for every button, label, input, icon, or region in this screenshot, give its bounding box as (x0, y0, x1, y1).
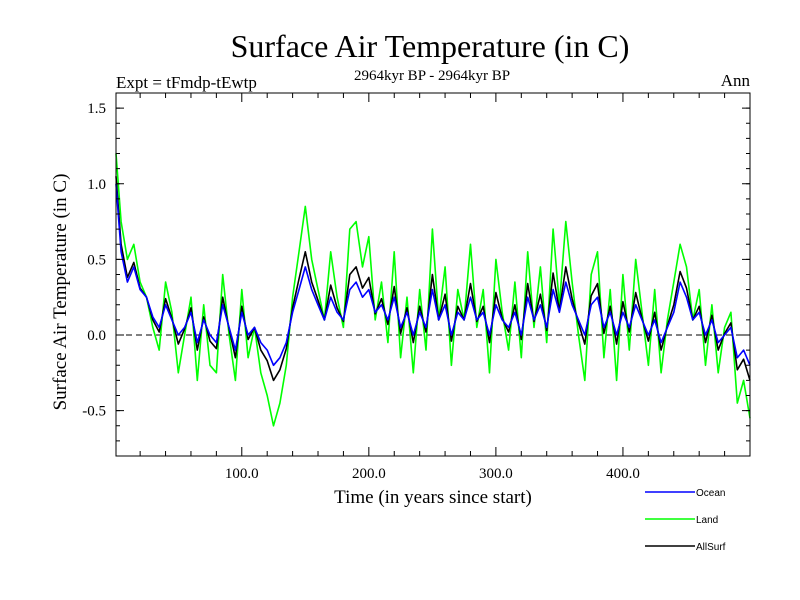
x-tick-label: 300.0 (479, 466, 513, 482)
y-tick-label: 0.0 (87, 328, 106, 344)
plot-frame (115, 92, 751, 457)
y-tick-label: 0.5 (87, 252, 106, 268)
season-label: Ann (721, 71, 751, 90)
axis-ticks: -0.5 0.0 0.5 1.0 1.5 100.0 200.0 300.0 400.0 (82, 93, 750, 482)
x-tick-label: 400.0 (606, 466, 640, 482)
series-line-ocean (115, 183, 751, 367)
chart-subtitle: 2964kyr BP - 2964kyr BP (354, 68, 510, 84)
expt-label: Expt = tFmdp-tEwtp (116, 73, 257, 92)
x-tick-label: 100.0 (225, 466, 259, 482)
legend-label-allsurf: AllSurf (696, 542, 726, 553)
legend-label-ocean: Ocean (696, 488, 725, 499)
y-tick-label: -0.5 (82, 404, 106, 420)
series-line-land (115, 153, 751, 427)
x-axis-label: Time (in years since start) (334, 487, 532, 508)
legend: Ocean Land AllSurf (645, 488, 726, 553)
chart-title: Surface Air Temperature (in C) (231, 28, 630, 64)
y-tick-label: 1.0 (87, 177, 106, 193)
plot-data (115, 153, 751, 427)
y-axis-label: Surface Air Temperature (in C) (50, 174, 71, 411)
x-tick-label: 200.0 (352, 466, 386, 482)
legend-label-land: Land (696, 515, 718, 526)
y-tick-label: 1.5 (87, 101, 106, 117)
